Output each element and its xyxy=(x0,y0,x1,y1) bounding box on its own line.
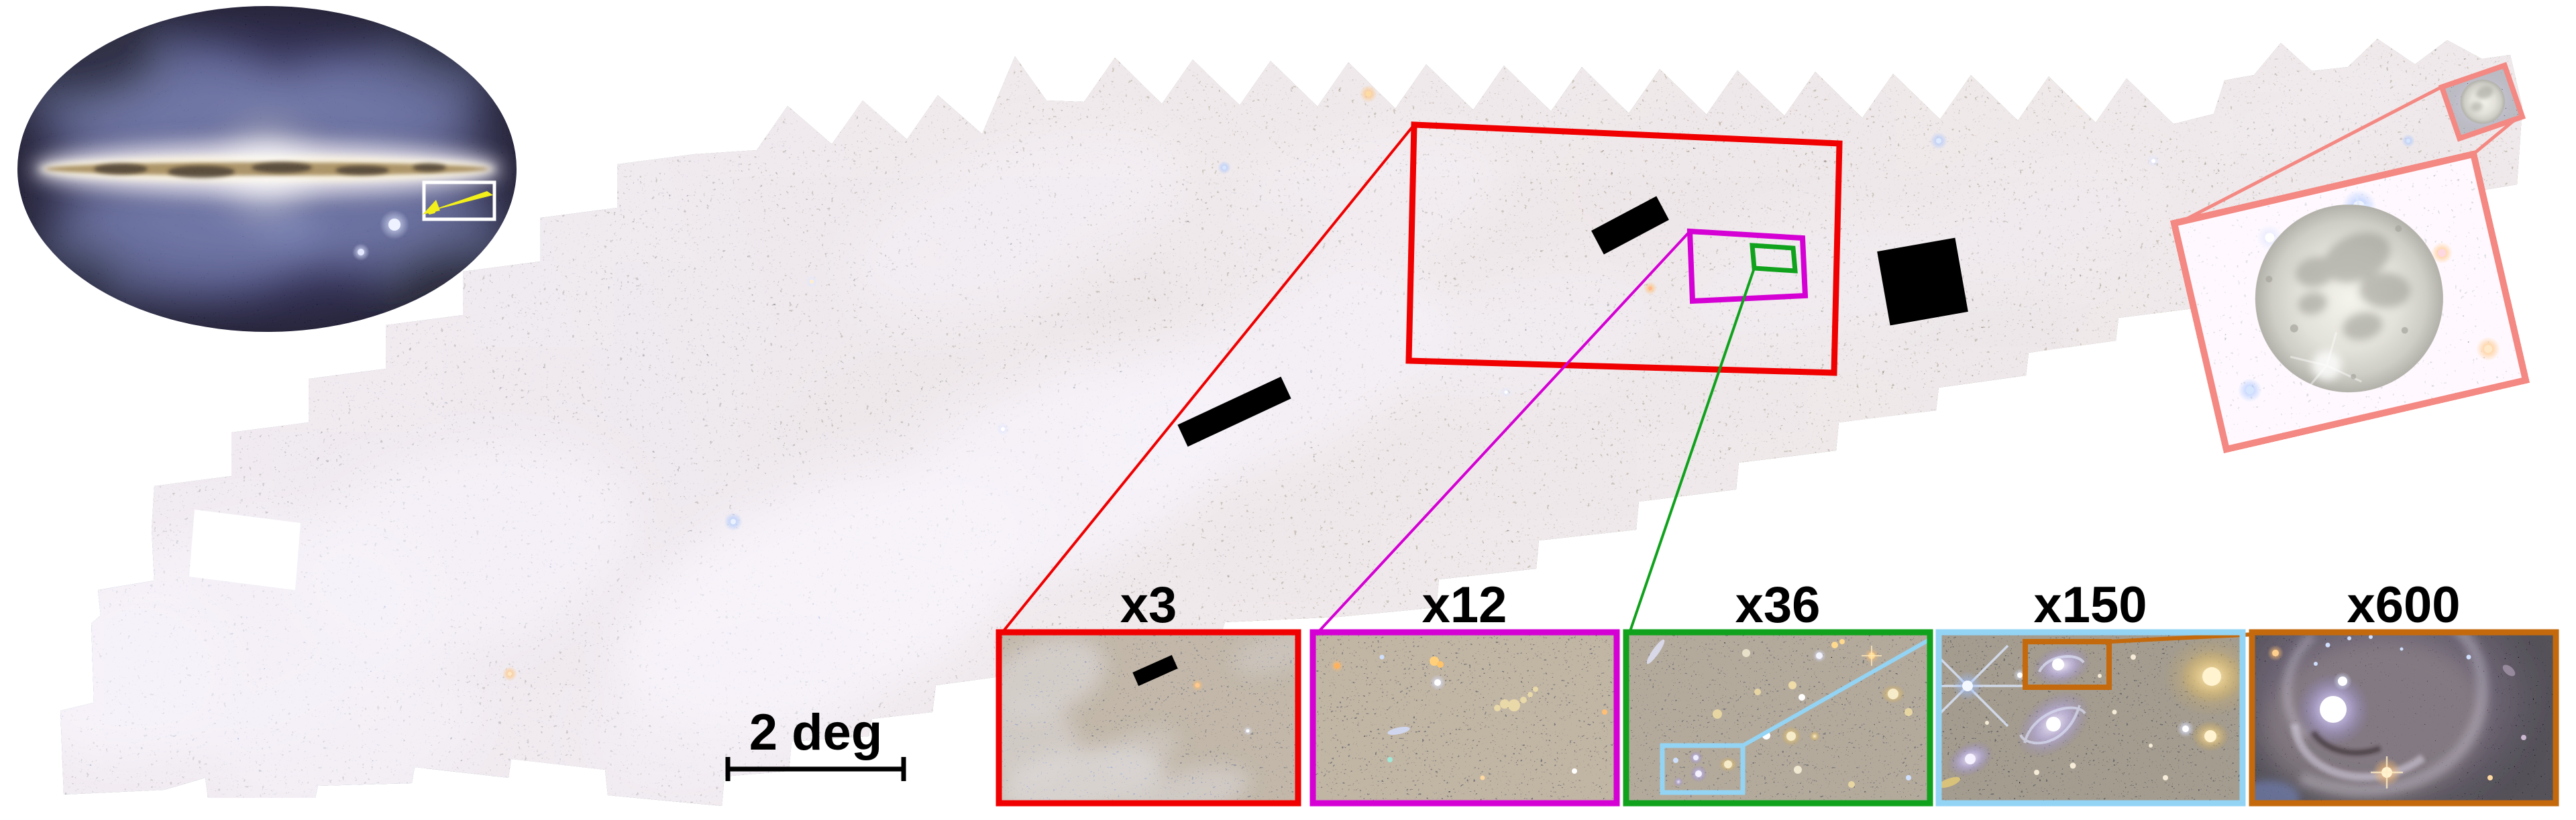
mosaic-gap-notch xyxy=(189,510,301,590)
inset-label: x36 xyxy=(1735,577,1821,634)
inset-x3: x3 xyxy=(996,577,1301,807)
green-zoom-box xyxy=(1750,243,1798,274)
moon xyxy=(2255,204,2443,393)
magellanic-clouds xyxy=(352,210,409,261)
inset-label: x3 xyxy=(1120,577,1177,634)
deepfield-highlight xyxy=(427,191,493,215)
inset-x12: x12 xyxy=(1309,577,1620,807)
allsky-map-inset xyxy=(17,6,517,332)
masked-gap-bar xyxy=(1132,654,1178,687)
scale-bar-label: 2 deg xyxy=(749,704,883,761)
masked-gaps xyxy=(1177,196,1968,447)
masked-gap-square xyxy=(1877,237,1968,326)
inset-border xyxy=(996,629,1301,807)
masked-gap-bar xyxy=(1177,376,1291,447)
moon-connector-line-left xyxy=(2174,84,2445,227)
blue-zoom-box xyxy=(1660,743,1746,795)
zoom-connector-line-orange xyxy=(2108,632,2255,644)
inset-border xyxy=(2249,629,2559,807)
inset-border xyxy=(1309,629,1620,807)
zoom-connector-line-red xyxy=(999,123,1415,636)
inset-x36: x36 xyxy=(1623,577,1933,807)
inset-x150: x150 xyxy=(1935,577,2255,807)
inset-border xyxy=(1935,629,2246,807)
inset-label: x12 xyxy=(1422,577,1507,634)
bright-stars xyxy=(502,85,2415,681)
inset-x600: x600 xyxy=(2249,577,2559,807)
zoom-connector-line-blue xyxy=(1741,636,1930,748)
scale-bar: 2 deg xyxy=(725,704,906,781)
masked-gap-bar xyxy=(1591,196,1669,255)
moon-marker-box xyxy=(2438,62,2526,142)
magenta-zoom-box xyxy=(1686,228,1809,304)
diffraction-star xyxy=(1939,644,2025,727)
blue-zoom-box-contents xyxy=(1673,751,1737,786)
spiral-galaxy xyxy=(2264,632,2489,803)
allsky-highlight-rectangle xyxy=(422,180,496,221)
deepfield-highlight-tip xyxy=(423,200,440,215)
zoom-connector-line-magenta xyxy=(1314,230,1691,636)
orange-zoom-box xyxy=(2023,639,2112,690)
zoom-connector-line-green xyxy=(1627,268,1756,636)
red-zoom-box xyxy=(1405,121,1843,376)
moon-small xyxy=(2460,79,2505,124)
inset-label: x600 xyxy=(2347,577,2460,634)
inset-label: x150 xyxy=(2033,577,2147,634)
inset-border xyxy=(1623,629,1933,807)
moon-size-inset xyxy=(2169,150,2530,454)
